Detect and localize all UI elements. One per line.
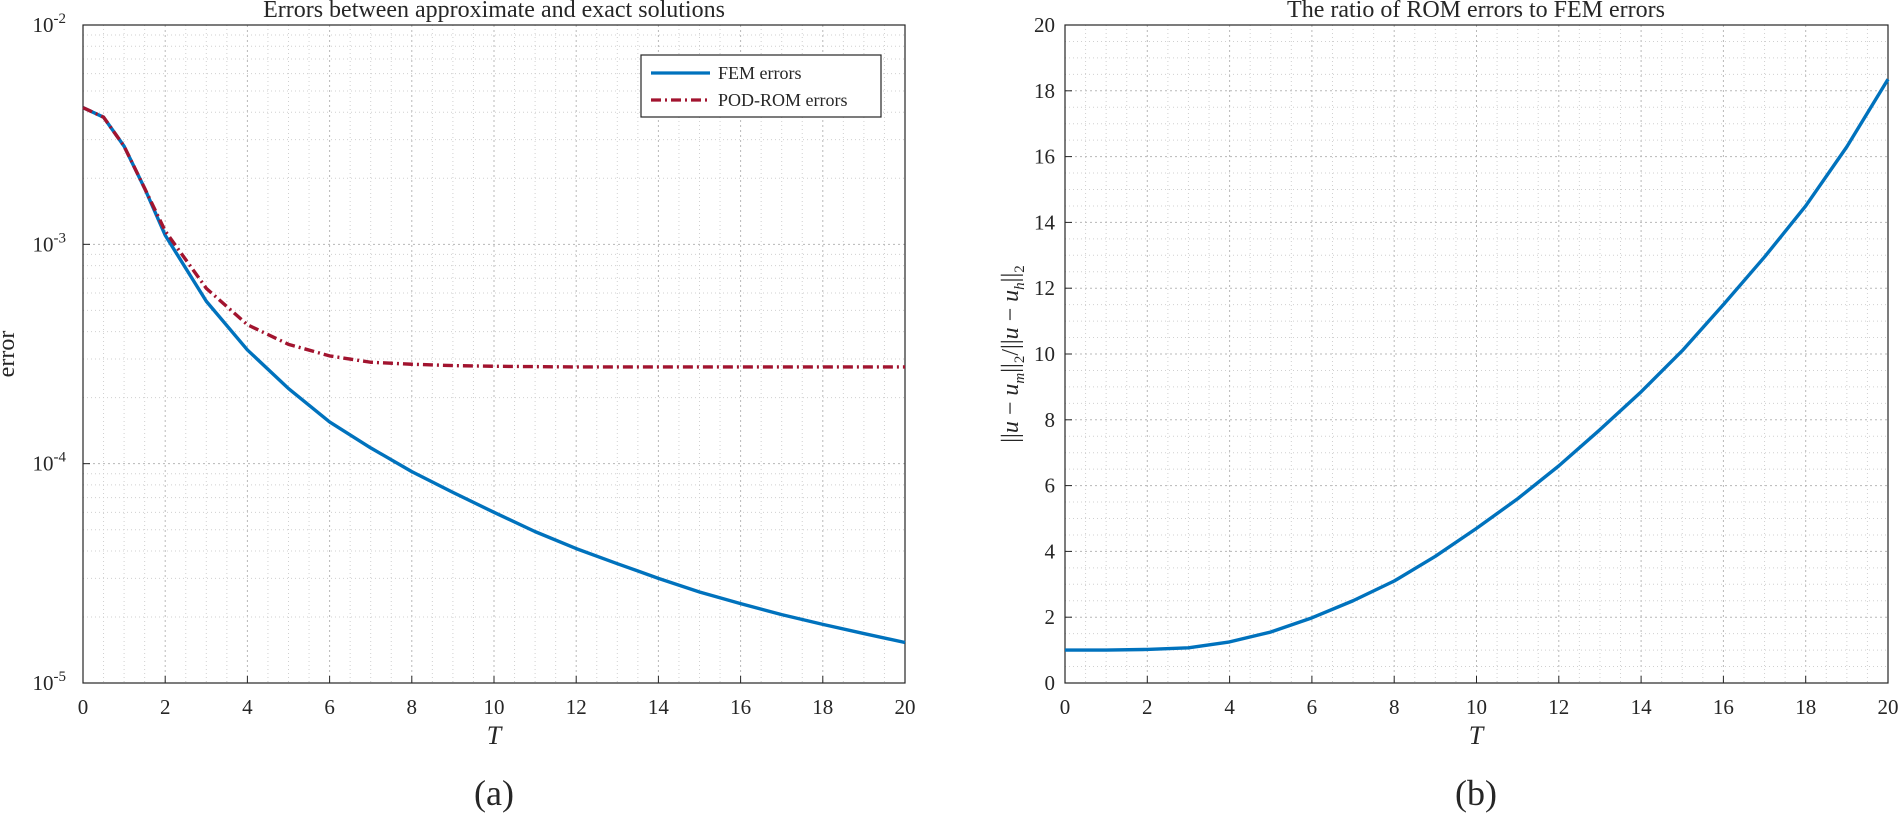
chart-a-x-tick-label: 8 [407,695,418,719]
chart-a-x-tick-label: 20 [895,695,916,719]
chart-a-title: Errors between approximate and exact sol… [263,0,725,23]
chart-b-y-tick-label: 6 [1045,474,1056,498]
chart-a-x-tick-label: 10 [484,695,505,719]
chart-a-y-tick-label: 10-2 [33,11,67,37]
chart-a-legend: FEM errors POD-ROM errors [640,54,882,118]
chart-a-series [82,106,906,645]
chart-b-y-tick-label: 8 [1045,408,1056,432]
chart-b-x-tick-label: 4 [1224,695,1235,719]
chart-b-y-tick-label: 10 [1034,342,1055,366]
chart-b-title: The ratio of ROM errors to FEM errors [1287,0,1665,23]
chart-a-x-tick-label: 18 [812,695,833,719]
chart-b-x-tick-label: 8 [1389,695,1400,719]
chart-b-x-tick-label: 0 [1060,695,1071,719]
chart-a-y-axis-label: error [0,331,20,378]
chart-b-x-tick-label: 10 [1466,695,1487,719]
chart-b-y-tick-label: 0 [1045,671,1056,695]
chart-b-y-tick-label: 12 [1034,276,1055,300]
chart-a-ticks: 0 2 4 6 8 10 12 14 16 18 20 10-5 10-4 10-3 10-2 [33,11,916,719]
chart-b-x-tick-label: 20 [1878,695,1899,719]
chart-b-x-tick-label: 16 [1713,695,1734,719]
chart-a-x-tick-label: 16 [730,695,751,719]
legend-label-fem: FEM errors [718,63,802,83]
chart-b-x-tick-label: 2 [1142,695,1153,719]
chart-b: 0 2 4 6 8 10 12 14 16 18 20 0 2 4 6 8 10 12 14 16 18 20 The r… [998,0,1899,813]
chart-a: 0 2 4 6 8 10 12 14 16 18 20 10-5 10-4 10-3 10-2 Errors… [0,0,916,813]
chart-b-y-tick-label: 4 [1045,539,1056,563]
chart-a-x-tick-label: 14 [648,695,670,719]
chart-a-grid [83,25,905,683]
series-line-ratio [1065,78,1890,652]
chart-b-y-tick-label: 2 [1045,605,1056,629]
chart-a-x-tick-label: 2 [160,695,171,719]
chart-a-panel-label: (a) [474,773,514,813]
chart-b-y-tick-label: 14 [1034,210,1056,234]
series-line-pod-rom-errors [82,106,905,369]
chart-b-series [1065,78,1890,652]
series-line-fem-errors [82,106,906,645]
chart-b-ticks: 0 2 4 6 8 10 12 14 16 18 20 0 2 4 6 8 10 12 14 16 18 20 [1034,13,1899,719]
chart-b-x-tick-label: 12 [1548,695,1569,719]
chart-b-panel-label: (b) [1455,773,1497,813]
chart-b-y-tick-label: 16 [1034,145,1055,169]
chart-a-legend-box [640,54,882,118]
chart-b-y-axis-label: ||u − um||2/||u − uh||2 [998,265,1028,443]
chart-b-x-tick-label: 18 [1795,695,1816,719]
chart-b-x-tick-label: 14 [1631,695,1653,719]
chart-a-y-tick-label: 10-3 [33,230,67,256]
chart-a-x-axis-label: T [487,721,503,750]
chart-b-grid [1065,25,1888,683]
chart-b-x-axis-label: T [1469,721,1485,750]
chart-a-x-tick-label: 12 [566,695,587,719]
chart-b-y-tick-label: 18 [1034,79,1055,103]
legend-label-pod-rom: POD-ROM errors [718,90,848,110]
chart-a-y-tick-label: 10-4 [33,450,67,476]
chart-b-x-tick-label: 6 [1307,695,1318,719]
chart-a-x-tick-label: 6 [324,695,335,719]
chart-a-y-tick-label: 10-5 [33,669,67,695]
chart-a-x-tick-label: 0 [78,695,89,719]
chart-a-x-tick-label: 4 [242,695,253,719]
chart-b-y-tick-label: 20 [1034,13,1055,37]
